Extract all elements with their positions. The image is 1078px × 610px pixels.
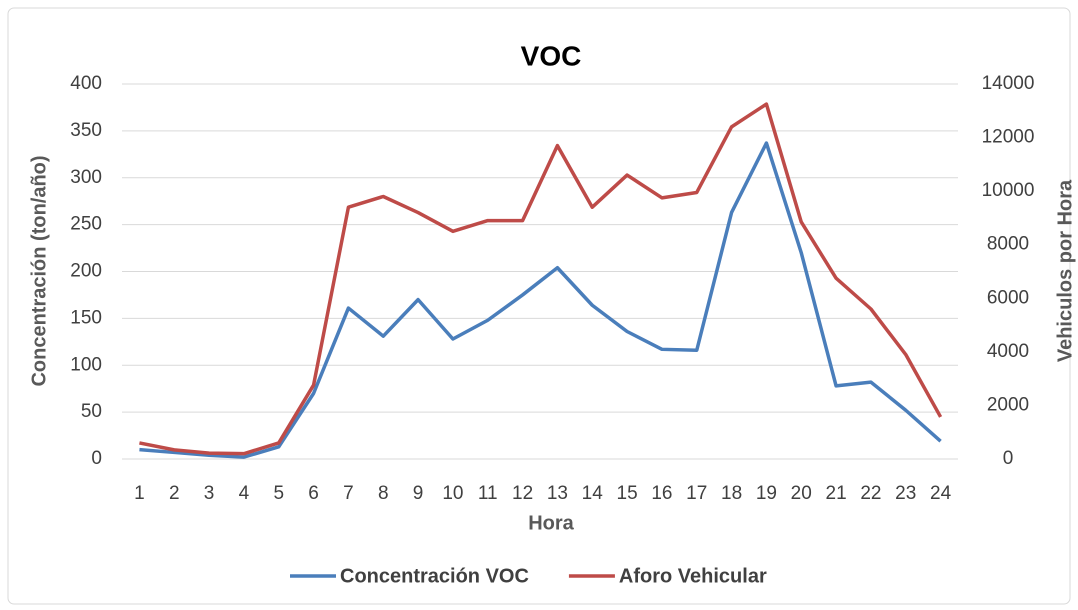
y-tick-label: 100 bbox=[70, 354, 102, 375]
x-tick-label: 13 bbox=[547, 483, 568, 504]
y-tick-label: 250 bbox=[70, 214, 102, 235]
x-tick-label: 10 bbox=[442, 483, 463, 504]
x-tick-label: 24 bbox=[930, 483, 952, 504]
series-line bbox=[139, 102, 943, 456]
y-tick-label: 0 bbox=[91, 448, 102, 469]
legend-label: Concentración VOC bbox=[340, 565, 529, 587]
x-tick-label: 4 bbox=[239, 483, 250, 504]
y2-tick-label: 8000 bbox=[987, 234, 1029, 255]
y2-tick-label: 6000 bbox=[987, 287, 1029, 308]
y2-tick-label: 2000 bbox=[987, 394, 1029, 415]
legend-label: Aforo Vehicular bbox=[619, 565, 767, 587]
x-tick-label: 19 bbox=[756, 483, 777, 504]
y-tick-label: 300 bbox=[70, 167, 102, 188]
chart-title: VOC bbox=[521, 40, 582, 71]
y-tick-label: 350 bbox=[70, 120, 102, 141]
x-tick-label: 6 bbox=[308, 483, 319, 504]
x-tick-label: 1 bbox=[134, 483, 145, 504]
x-tick-label: 23 bbox=[895, 483, 916, 504]
y-axis-title: Concentración (ton/año) bbox=[28, 155, 50, 386]
chart-frame bbox=[7, 7, 1071, 605]
x-tick-label: 5 bbox=[273, 483, 284, 504]
y-tick-label: 400 bbox=[70, 73, 102, 94]
x-tick-label: 22 bbox=[860, 483, 881, 504]
y-tick-label: 200 bbox=[70, 261, 102, 282]
y2-tick-label: 0 bbox=[1003, 448, 1014, 469]
x-tick-label: 11 bbox=[478, 483, 498, 504]
x-tick-label: 15 bbox=[617, 483, 638, 504]
x-tick-label: 7 bbox=[343, 483, 354, 504]
x-tick-label: 9 bbox=[413, 483, 424, 504]
x-tick-label: 16 bbox=[651, 483, 672, 504]
y-tick-label: 50 bbox=[81, 401, 102, 422]
y2-tick-label: 4000 bbox=[987, 341, 1029, 362]
x-tick-label: 18 bbox=[721, 483, 742, 504]
x-tick-label: 2 bbox=[169, 483, 180, 504]
y2-tick-label: 12000 bbox=[982, 127, 1035, 148]
y2-tick-label: 10000 bbox=[982, 180, 1035, 201]
x-tick-label: 20 bbox=[791, 483, 812, 504]
x-tick-label: 12 bbox=[512, 483, 533, 504]
y-tick-label: 150 bbox=[70, 307, 102, 328]
y2-axis-title: Vehiculos por Hora bbox=[1054, 179, 1076, 362]
x-tick-label: 17 bbox=[686, 483, 707, 504]
x-tick-label: 3 bbox=[204, 483, 215, 504]
series-line bbox=[139, 141, 942, 459]
y2-tick-label: 14000 bbox=[982, 73, 1035, 94]
x-tick-label: 21 bbox=[826, 483, 847, 504]
x-tick-label: 14 bbox=[582, 483, 604, 504]
x-axis-title: Hora bbox=[528, 512, 574, 534]
x-tick-label: 8 bbox=[378, 483, 389, 504]
